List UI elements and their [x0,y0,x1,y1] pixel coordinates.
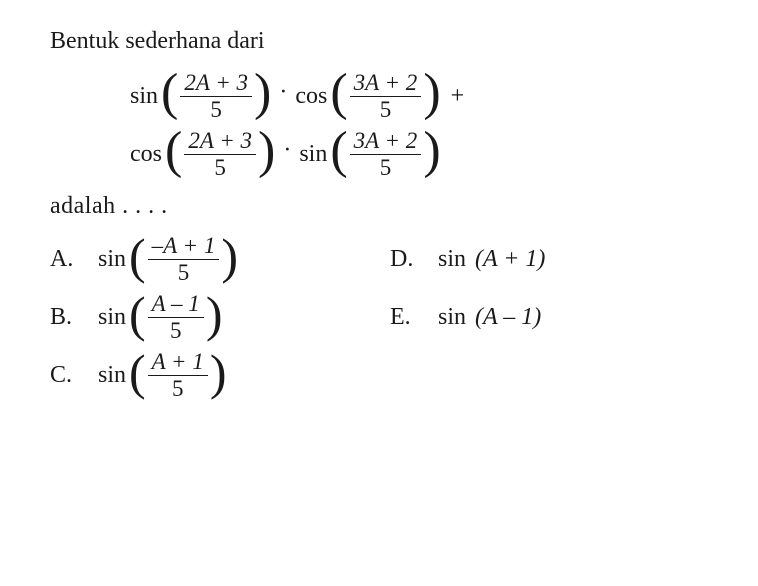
option-letter: E. [390,304,438,331]
option-content: sin ( A + 1 5 ) [98,349,226,401]
frac-num: 2A + 3 [184,128,256,154]
question-header: Bentuk sederhana dari [50,28,708,55]
frac-den: 5 [174,260,194,285]
option-row-2: B. sin ( A – 1 5 ) E. sin (A – 1) [50,288,708,346]
frac-num: 3A + 2 [350,70,422,96]
option-arg: (A + 1) [475,246,545,273]
fraction-opt-a: –A + 1 5 [148,233,220,285]
option-row-1: A. sin ( –A + 1 5 ) D. sin (A + 1) [50,230,708,288]
option-a[interactable]: A. sin ( –A + 1 5 ) [50,233,390,285]
fn-sin-1: sin [130,83,158,110]
frac-den: 5 [168,376,188,401]
option-d[interactable]: D. sin (A + 1) [390,246,545,273]
frac-den: 5 [206,97,226,122]
dot-operator: · [279,79,287,106]
formula-block: sin ( 2A + 3 5 ) · cos ( 3A + 2 5 ) + co… [50,67,708,183]
fraction-opt-c: A + 1 5 [148,349,208,401]
option-content: sin (A + 1) [438,246,545,273]
option-letter: D. [390,246,438,273]
frac-num: –A + 1 [148,233,220,259]
fraction-4: 3A + 2 5 [350,128,422,180]
fn-sin: sin [438,246,466,273]
option-b[interactable]: B. sin ( A – 1 5 ) [50,291,390,343]
fn-sin: sin [98,362,126,389]
adalah-text: adalah . . . . [50,193,708,220]
frac-num: 2A + 3 [180,70,252,96]
frac-num: A – 1 [148,291,204,317]
option-letter: B. [50,304,98,331]
frac-den: 5 [210,155,230,180]
fraction-3: 2A + 3 5 [184,128,256,180]
frac-den: 5 [166,318,186,343]
option-e[interactable]: E. sin (A – 1) [390,304,541,331]
option-content: sin ( A – 1 5 ) [98,291,222,343]
frac-num: 3A + 2 [350,128,422,154]
frac-den: 5 [376,97,396,122]
fn-cos-2: cos [130,141,162,168]
formula-line-1: sin ( 2A + 3 5 ) · cos ( 3A + 2 5 ) + [130,67,708,125]
fn-sin: sin [98,304,126,331]
fraction-1: 2A + 3 5 [180,70,252,122]
fraction-opt-b: A – 1 5 [148,291,204,343]
option-arg: (A – 1) [475,304,541,331]
formula-line-2: cos ( 2A + 3 5 ) · sin ( 3A + 2 5 ) [130,125,708,183]
options-block: A. sin ( –A + 1 5 ) D. sin (A + 1) B. [50,230,708,404]
option-letter: A. [50,246,98,273]
option-row-3: C. sin ( A + 1 5 ) [50,346,708,404]
fn-cos-1: cos [295,83,327,110]
option-content: sin ( –A + 1 5 ) [98,233,238,285]
plus-trail: + [451,83,465,110]
fraction-2: 3A + 2 5 [350,70,422,122]
option-content: sin (A – 1) [438,304,541,331]
option-letter: C. [50,362,98,389]
fn-sin: sin [98,246,126,273]
fn-sin-2: sin [299,141,327,168]
frac-den: 5 [376,155,396,180]
frac-num: A + 1 [148,349,208,375]
option-c[interactable]: C. sin ( A + 1 5 ) [50,349,390,401]
dot-operator: · [283,137,291,164]
fn-sin: sin [438,304,466,331]
